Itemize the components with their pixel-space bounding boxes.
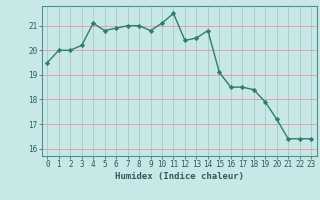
X-axis label: Humidex (Indice chaleur): Humidex (Indice chaleur) [115, 172, 244, 181]
